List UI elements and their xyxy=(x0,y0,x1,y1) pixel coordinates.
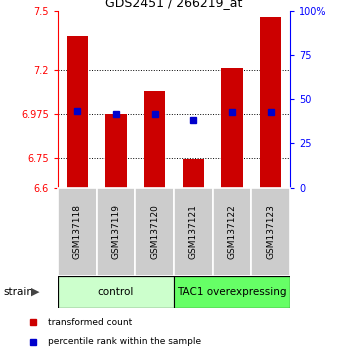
Text: TAC1 overexpressing: TAC1 overexpressing xyxy=(177,287,287,297)
Text: GSM137120: GSM137120 xyxy=(150,204,159,259)
Text: control: control xyxy=(98,287,134,297)
Bar xyxy=(174,188,212,276)
Text: ▶: ▶ xyxy=(31,287,39,297)
Bar xyxy=(58,276,174,308)
Bar xyxy=(97,188,135,276)
Text: percentile rank within the sample: percentile rank within the sample xyxy=(48,337,202,347)
Bar xyxy=(183,159,204,188)
Bar xyxy=(260,17,281,188)
Text: GSM137121: GSM137121 xyxy=(189,204,198,259)
Text: strain: strain xyxy=(3,287,33,297)
Bar xyxy=(174,276,290,308)
Text: transformed count: transformed count xyxy=(48,318,133,327)
Bar xyxy=(135,188,174,276)
Bar xyxy=(105,114,127,188)
Bar xyxy=(221,68,242,188)
Bar xyxy=(212,188,251,276)
Bar xyxy=(58,188,97,276)
Text: GSM137119: GSM137119 xyxy=(112,204,120,259)
Text: GSM137122: GSM137122 xyxy=(227,205,236,259)
Text: GSM137118: GSM137118 xyxy=(73,204,82,259)
Bar xyxy=(67,36,88,188)
Bar xyxy=(144,91,165,188)
Bar xyxy=(251,188,290,276)
Title: GDS2451 / 266219_at: GDS2451 / 266219_at xyxy=(105,0,242,10)
Text: GSM137123: GSM137123 xyxy=(266,204,275,259)
